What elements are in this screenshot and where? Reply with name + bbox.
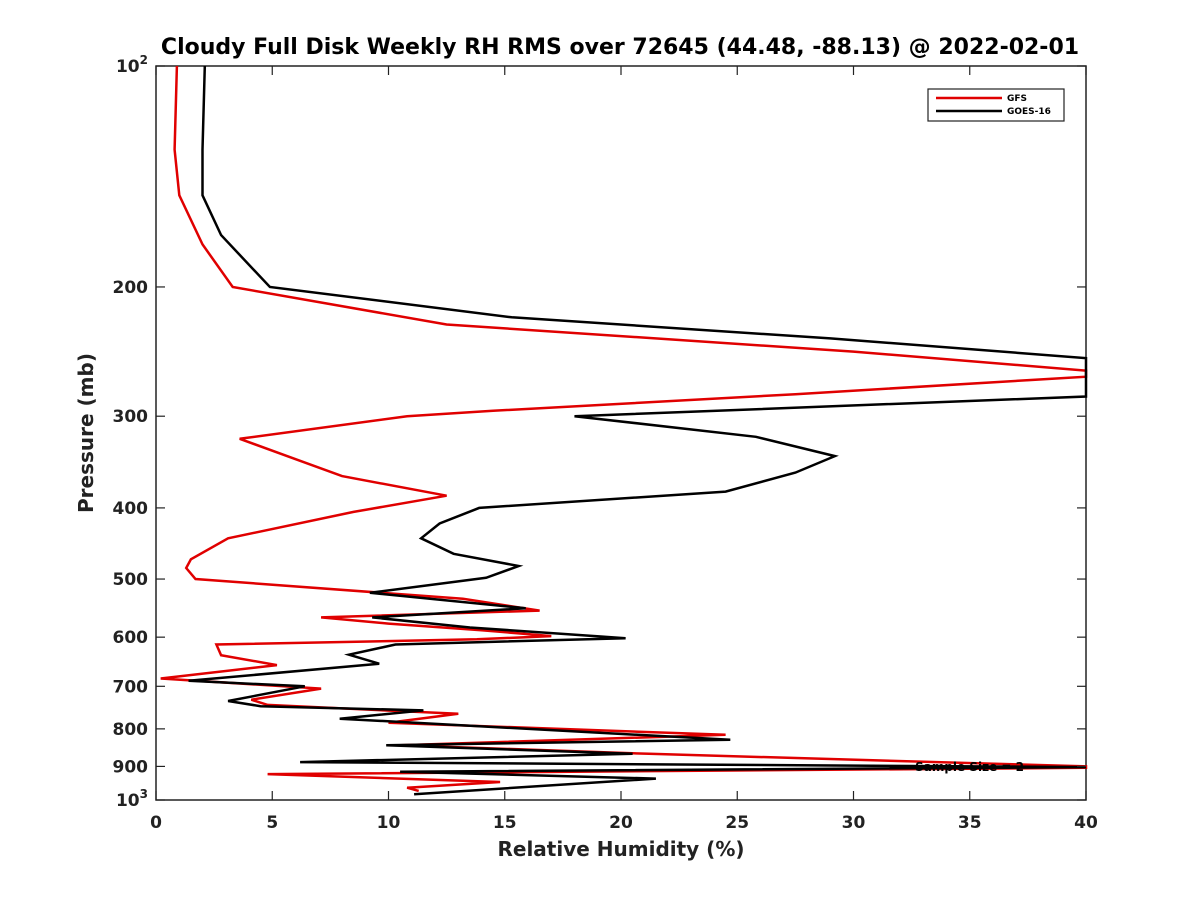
x-tick-label: 25 [725, 813, 749, 833]
y-axis-ticks: 102 200 300 400 500 600 700 800 900 103 [113, 53, 1086, 811]
y-tick-label: 400 [113, 499, 149, 519]
x-tick-label: 5 [266, 813, 278, 833]
x-tick-label: 10 [377, 813, 401, 833]
sample-size-annotation: Sample Size = 2 [915, 760, 1024, 774]
legend-entry-goes-16: GOES-16 [1007, 107, 1051, 117]
plot-area [155, 65, 1088, 801]
y-tick-label: 300 [113, 407, 149, 427]
plot-frame [155, 65, 1087, 801]
y-tick-label: 600 [113, 628, 149, 648]
legend-box [927, 88, 1065, 122]
y-tick-label: 103 [116, 787, 148, 811]
x-tick-label: 40 [1074, 813, 1098, 833]
series-line-goes-16 [188, 65, 1088, 796]
y-tick-label: 102 [116, 53, 148, 77]
chart-title: Cloudy Full Disk Weekly RH RMS over 7264… [161, 35, 1079, 60]
y-tick-label: 700 [113, 677, 149, 697]
x-axis-ticks: 0 5 10 15 20 25 30 35 40 [150, 66, 1098, 833]
y-tick-label: 800 [113, 720, 149, 740]
x-axis-label: Relative Humidity (%) [497, 837, 744, 861]
y-tick-label: 500 [113, 570, 149, 590]
x-tick-label: 30 [842, 813, 866, 833]
x-tick-label: 35 [958, 813, 982, 833]
series-layer [160, 65, 1088, 796]
x-tick-label: 0 [150, 813, 162, 833]
legend: GFS GOES-16 [927, 88, 1065, 122]
y-axis-label: Pressure (mb) [74, 353, 98, 513]
y-tick-label: 900 [113, 757, 149, 777]
x-tick-label: 15 [493, 813, 517, 833]
y-tick-label: 200 [113, 278, 149, 298]
x-tick-label: 20 [609, 813, 633, 833]
legend-entry-gfs: GFS [1007, 94, 1027, 104]
